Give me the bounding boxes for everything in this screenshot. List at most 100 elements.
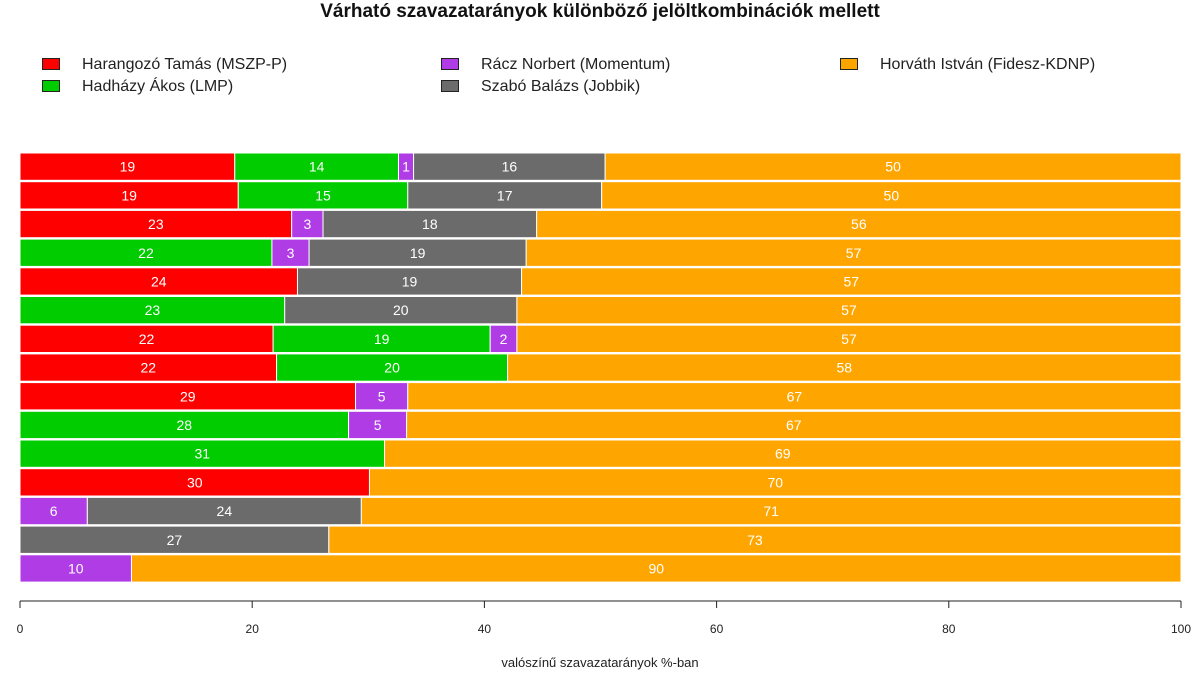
bar-segment-fidesz [406,410,1182,440]
bar-segment-fidesz [516,324,1182,354]
bar-value-label: 15 [315,187,331,203]
bar-value-label: 57 [841,331,857,347]
bar-segment-momentum [19,554,132,583]
bar-value-label: 19 [374,331,390,347]
bar-segment-lmp [272,324,491,354]
bar-value-label: 58 [837,360,853,376]
bar-value-label: 30 [187,474,203,490]
bar-segment-mszp [19,181,239,210]
bar-segment-fidesz [536,209,1182,239]
bar-segment-mszp [19,267,298,296]
bar-value-label: 5 [378,388,386,404]
bar-value-label: 6 [50,503,58,519]
legend-label-lmp: Hadházy Ákos (LMP) [82,78,234,95]
bar-value-label: 31 [194,446,210,462]
legend-swatch-lmp [42,80,60,92]
bar-segment-fidesz [130,554,1182,583]
bar-segment-lmp [237,181,409,210]
bar-value-label: 2 [500,331,508,347]
x-tick-label: 0 [17,622,24,636]
legend-label-mszp: Harangozó Tamás (MSZP-P) [82,56,288,73]
legend-swatch-momentum [441,58,459,70]
bar-value-label: 20 [393,302,409,318]
bar-segment-jobbik [296,267,523,296]
bar-value-label: 10 [68,560,84,576]
x-tick-label: 40 [478,622,492,636]
bar-segment-momentum [271,238,310,267]
bar-value-label: 22 [141,360,157,376]
bar-segment-mszp [19,353,278,382]
x-tick-label: 80 [942,622,956,636]
bar-value-label: 57 [843,273,859,289]
bar-segment-fidesz [407,382,1182,411]
bar-segment-lmp [234,152,399,181]
bar-value-label: 17 [497,187,513,203]
bar-segment-jobbik [284,296,518,325]
bar-value-label: 22 [138,245,154,261]
legend-label-fidesz: Horváth István (Fidesz-KDNP) [880,56,1096,73]
bar-segment-lmp [19,410,350,440]
bar-segment-fidesz [601,181,1182,210]
x-axis-title: valószínű szavazatarányok %-ban [501,655,699,670]
bar-value-label: 71 [763,503,779,519]
bar-value-label: 3 [303,216,311,232]
bar-value-label: 3 [287,245,295,261]
bar-segment-fidesz [360,496,1182,526]
legend-swatch-fidesz [840,58,858,70]
bar-segment-fidesz [604,152,1182,181]
bar-segment-mszp [19,209,293,239]
bar-segment-fidesz [521,267,1182,296]
bar-segment-fidesz [384,439,1182,468]
bar-value-label: 19 [402,273,418,289]
bar-value-label: 19 [120,159,136,175]
bar-value-label: 28 [176,417,192,433]
bar-segment-fidesz [516,296,1182,325]
bar-value-label: 67 [787,388,803,404]
bar-value-label: 29 [180,388,196,404]
x-tick-label: 60 [710,622,724,636]
bar-segment-momentum [19,496,88,526]
bar-segment-jobbik [308,238,527,267]
legend-label-momentum: Rácz Norbert (Momentum) [481,56,671,73]
bar-value-label: 57 [846,245,862,261]
bar-value-label: 27 [167,532,183,548]
bar-segment-lmp [19,296,286,325]
bar-value-label: 24 [151,273,167,289]
bar-value-label: 23 [148,216,164,232]
bar-value-label: 73 [747,532,763,548]
bar-segment-jobbik [413,152,606,181]
bar-value-label: 14 [309,159,325,175]
bar-segment-mszp [19,382,357,411]
bar-segment-momentum [291,209,324,239]
bar-value-label: 22 [139,331,155,347]
bar-value-label: 70 [767,474,783,490]
bar-value-label: 1 [402,159,410,175]
bar-value-label: 19 [410,245,426,261]
bar-value-label: 5 [374,417,382,433]
bar-value-label: 16 [502,159,518,175]
bar-value-label: 57 [841,302,857,318]
bar-value-label: 20 [384,360,400,376]
bar-segment-momentum [348,410,408,440]
x-tick-label: 100 [1171,622,1191,636]
bar-segment-jobbik [322,209,538,239]
bar-segment-momentum [489,324,518,354]
bar-value-label: 56 [851,216,867,232]
bar-segment-fidesz [368,468,1182,497]
bar-value-label: 50 [885,159,901,175]
bar-segment-lmp [19,439,386,468]
bar-value-label: 69 [775,446,791,462]
x-tick-label: 20 [246,622,260,636]
bar-value-label: 18 [422,216,438,232]
bar-segment-fidesz [507,353,1182,382]
chart-title: Várható szavazatarányok különböző jelölt… [320,1,880,22]
bar-value-label: 19 [121,187,137,203]
legend-label-jobbik: Szabó Balázs (Jobbik) [481,78,641,95]
legend-swatch-mszp [42,58,60,70]
bar-segment-mszp [19,152,236,181]
legend-swatch-jobbik [441,80,459,92]
bar-segment-fidesz [328,525,1182,554]
bar-segment-fidesz [525,238,1182,267]
bar-segment-mszp [19,468,370,497]
